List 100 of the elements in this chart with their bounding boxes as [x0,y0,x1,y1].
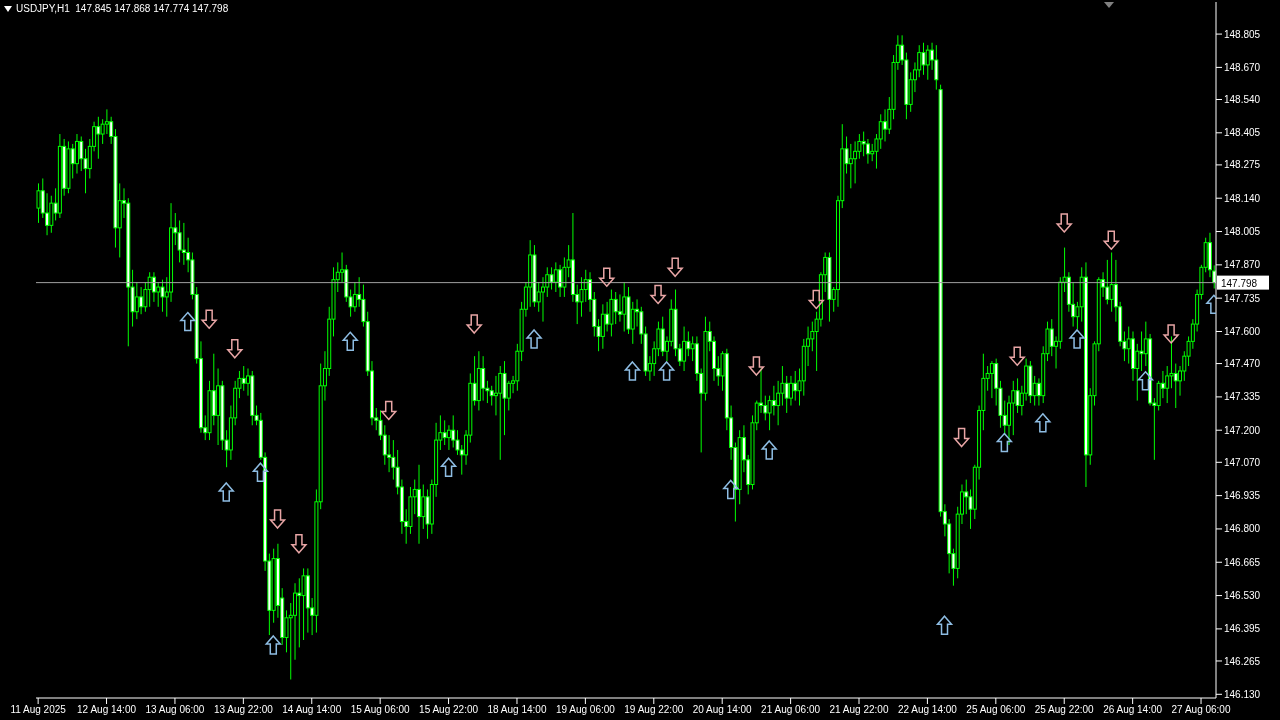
point [265,635,282,655]
candlestick [446,424,451,451]
y-tick-label: 148.540 [1224,94,1261,106]
y-tick-label: 147.335 [1224,391,1261,403]
y-tick-label: 148.275 [1224,159,1261,171]
y-tick-label: 146.530 [1224,590,1261,602]
y-tick-label: 148.670 [1224,61,1261,73]
y-tick-label: 147.200 [1224,424,1261,436]
candlestick [989,360,994,399]
ref-line-label: 147.798 [1221,277,1258,289]
y-tick-label: 147.070 [1224,456,1261,468]
point [1056,213,1072,233]
point [1069,329,1085,349]
point [624,361,641,381]
candlestick [1173,363,1178,409]
candlestick [848,143,853,189]
x-tick-label: 15 Aug 06:00 [350,704,411,716]
candlestick [241,365,246,392]
x-tick-label: 21 Aug 06:00 [761,704,821,716]
candlestick [96,116,101,160]
candlestick [600,303,605,350]
candlestick [878,113,883,150]
point [201,309,217,329]
x-tick-label: 25 Aug 22:00 [1034,704,1095,716]
candlestick [1109,252,1114,313]
candlestick [853,140,858,184]
point [1035,413,1051,433]
candlestick [613,291,618,325]
y-tick-label: 148.405 [1224,127,1261,139]
point [269,509,286,529]
candlestick [421,484,426,530]
y-tick-label: 148.005 [1224,226,1261,238]
candlestick [883,108,888,142]
candlestick [493,375,498,416]
y-tick-label: 147.600 [1224,326,1261,338]
point [252,462,269,482]
candlestick [617,293,622,323]
candlestick [660,316,665,357]
x-tick-label: 12 Aug 14:00 [77,704,137,716]
x-tick-label: 26 Aug 14:00 [1103,704,1163,716]
candlestick [925,44,930,81]
point [380,400,397,421]
point [1163,324,1179,344]
x-tick-label: 18 Aug 14:00 [487,704,547,716]
point [808,289,824,310]
candlestick [776,380,781,426]
candlestick [79,136,84,172]
candlestick [558,264,563,298]
point [748,356,765,376]
x-tick-label: 11 Aug 2025 [10,704,67,716]
chart-title: USDJPY,H1 147.845 147.868 147.774 147.798 [16,3,229,14]
candlestick [481,355,486,402]
candlestick [36,182,41,224]
point [466,314,482,334]
candlestick [297,577,302,648]
candlestick [682,326,687,372]
candlestick [622,281,627,332]
candlestick [147,271,152,308]
candlestick [921,42,926,76]
point [227,339,243,359]
candlestick [793,370,798,402]
x-tick-label: 13 Aug 22:00 [213,704,274,716]
candlestick [865,138,870,165]
candlestick [156,281,161,308]
candlestick [1165,365,1170,404]
candlestick [45,192,50,236]
y-tick-label: 146.800 [1224,523,1261,535]
candlestick [442,419,447,446]
point [667,257,683,278]
y-tick-label: 148.805 [1224,28,1261,40]
x-tick-label: 22 Aug 14:00 [897,704,958,716]
candlestick [104,108,109,135]
point [936,615,953,635]
candlestick [293,582,298,661]
point [1103,230,1119,250]
point [723,479,739,500]
x-tick-label: 15 Aug 22:00 [419,704,479,716]
candlestick [1139,330,1144,372]
y-tick-label: 146.665 [1224,556,1261,568]
candlestick [1126,326,1131,365]
point [526,329,542,349]
y-tick-label: 146.130 [1224,688,1261,700]
point [650,284,666,305]
y-tick-label: 147.470 [1224,358,1261,370]
candlestick [540,276,545,323]
point [291,533,307,554]
candlestick [352,281,357,313]
candlestick [387,434,392,473]
point [342,331,358,352]
point [761,440,777,460]
candlestick [49,195,54,234]
y-tick-label: 148.140 [1224,192,1261,204]
point [218,482,234,502]
y-tick-label: 147.735 [1224,292,1261,304]
candlestick [498,365,503,461]
candlestick [583,269,588,303]
candlestick [151,271,156,303]
candlestick [788,375,793,407]
candlestick [74,133,79,175]
x-tick-label: 19 Aug 06:00 [555,704,616,716]
